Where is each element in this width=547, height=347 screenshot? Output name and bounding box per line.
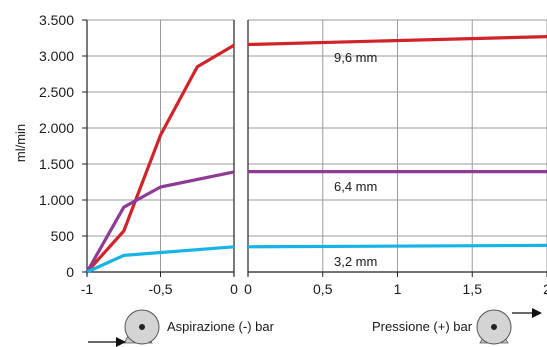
y-tick-label: 3.500: [39, 12, 74, 28]
x-tick-label: 1: [394, 281, 402, 297]
y-tick-label: 1.500: [39, 156, 74, 172]
x-tick-label: -1: [81, 281, 94, 297]
tick-labels: -1-0,5000,511,5205001.0001.5002.0002.500…: [39, 12, 547, 297]
right-grid: [247, 19, 547, 276]
series-lines: [85, 35, 547, 274]
x-tick-label: 0: [230, 281, 238, 297]
y-tick-label: 3.000: [39, 48, 74, 64]
series-line-1-0: [247, 35, 547, 47]
y-axis-label: ml/min: [13, 124, 28, 162]
y-tick-label: 500: [51, 228, 75, 244]
x-tick-label: 2: [543, 281, 547, 297]
x-tick-label: 0,5: [313, 281, 333, 297]
suction-arrow-icon: [88, 337, 126, 347]
series-line-0-1: [85, 170, 235, 273]
y-tick-label: 2.000: [39, 120, 74, 136]
series-line-0-0: [85, 43, 235, 274]
x-tick-label: -0,5: [148, 281, 172, 297]
suction-label: Aspirazione (-) bar: [167, 319, 275, 334]
x-tick-label: 0: [244, 281, 252, 297]
y-tick-label: 0: [66, 264, 74, 280]
series-label-3-2mm: 3,2 mm: [334, 254, 377, 269]
y-tick-label: 2.500: [39, 84, 74, 100]
x-tick-label: 1,5: [463, 281, 483, 297]
suction-pump-icon: [123, 309, 160, 345]
y-tick-label: 1.000: [39, 192, 74, 208]
series-line-0-2: [86, 245, 235, 274]
series-label-9-6mm: 9,6 mm: [334, 50, 377, 65]
pressure-label: Pressione (+) bar: [372, 319, 473, 334]
pressure-arrow-icon: [512, 308, 542, 318]
pressure-pump-icon: [476, 309, 512, 345]
series-line-1-2: [247, 243, 547, 249]
series-label-6-4mm: 6,4 mm: [334, 179, 377, 194]
